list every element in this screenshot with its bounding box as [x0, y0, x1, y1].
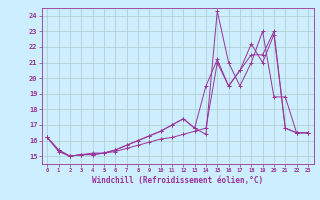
X-axis label: Windchill (Refroidissement éolien,°C): Windchill (Refroidissement éolien,°C)	[92, 176, 263, 185]
